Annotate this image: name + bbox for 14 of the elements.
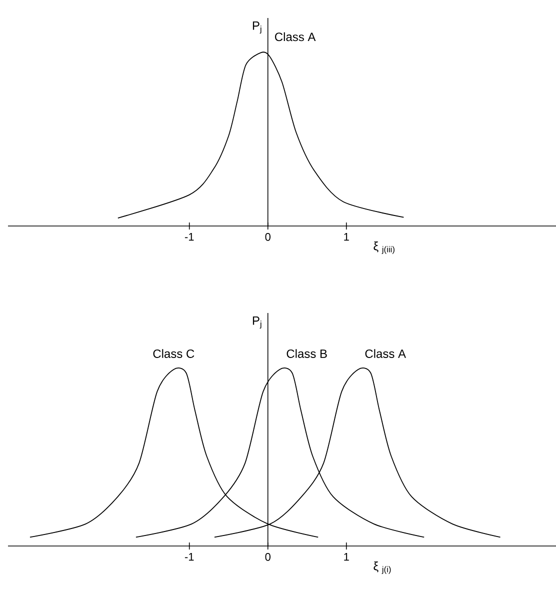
y-axis-title: P$_{j}$ bbox=[252, 316, 262, 329]
x-axis-title: ξ $_{j(i)}$ bbox=[374, 562, 391, 574]
series-label: Class C bbox=[153, 349, 194, 358]
x-tick-label: 1 bbox=[344, 233, 349, 241]
series-label: Class A bbox=[365, 349, 406, 358]
series-label: Class A bbox=[275, 32, 316, 42]
y-axis-title: P$_{j}$ bbox=[252, 22, 262, 34]
x-tick-label: -1 bbox=[184, 553, 194, 561]
series-label: Class B bbox=[286, 349, 327, 358]
x-axis-title: ξ $_{j(iii)}$ bbox=[374, 242, 394, 254]
x-tick-label: 0 bbox=[265, 553, 270, 561]
x-tick-label: 1 bbox=[344, 553, 349, 561]
x-tick-label: -1 bbox=[184, 233, 194, 241]
x-tick-label: 0 bbox=[265, 233, 270, 241]
